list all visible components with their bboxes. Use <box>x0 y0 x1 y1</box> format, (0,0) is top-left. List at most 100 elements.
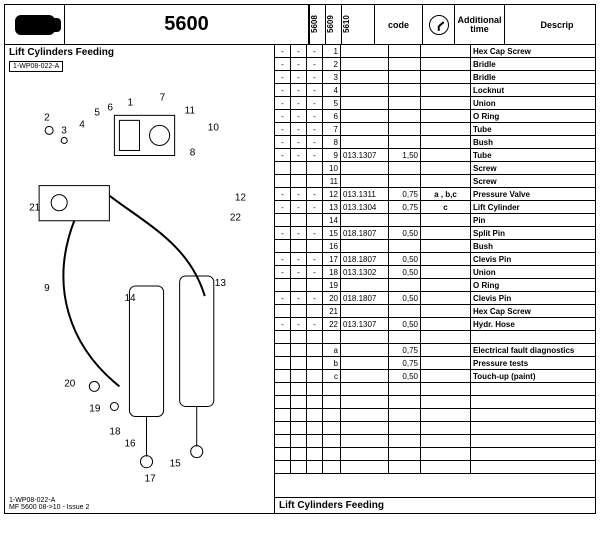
cell <box>471 422 595 434</box>
cell: 1,50 <box>389 149 421 161</box>
cell: Bridle <box>471 71 595 83</box>
cell: 2 <box>323 58 341 70</box>
table-row: ---15018.18070,50Split Pin <box>275 227 595 240</box>
svg-text:8: 8 <box>190 148 196 159</box>
body: Lift Cylinders Feeding 1-WP08-022-A <box>5 45 595 513</box>
cell: - <box>307 227 323 239</box>
cell <box>275 435 291 447</box>
cell <box>389 162 421 174</box>
cell <box>421 279 471 291</box>
table-row: c0,50Touch-up (paint) <box>275 370 595 383</box>
cell <box>307 162 323 174</box>
cell <box>421 266 471 278</box>
cell: - <box>275 188 291 200</box>
cell: Bush <box>471 240 595 252</box>
cell: Pin <box>471 214 595 226</box>
cell <box>307 396 323 408</box>
cell: 0,50 <box>389 266 421 278</box>
cell <box>291 448 307 460</box>
cell <box>341 383 389 395</box>
cell: - <box>307 97 323 109</box>
cell: 9 <box>323 149 341 161</box>
cell: Tube <box>471 123 595 135</box>
cell <box>389 435 421 447</box>
cell: - <box>291 318 307 330</box>
table-row: 16Bush <box>275 240 595 253</box>
cell <box>421 123 471 135</box>
cell <box>275 162 291 174</box>
cell <box>307 240 323 252</box>
cell: - <box>291 136 307 148</box>
cell <box>341 396 389 408</box>
table-row: 10Screw <box>275 162 595 175</box>
cell <box>341 344 389 356</box>
svg-text:7: 7 <box>160 92 166 103</box>
cell <box>307 344 323 356</box>
cell: - <box>291 97 307 109</box>
cell <box>307 305 323 317</box>
issue-text: MF 5600 08->10 - Issue 2 <box>9 504 89 511</box>
cell: Hex Cap Screw <box>471 45 595 57</box>
cell: - <box>291 201 307 213</box>
cell <box>389 396 421 408</box>
cell: Screw <box>471 175 595 187</box>
cell <box>275 357 291 369</box>
cell: Pressure tests <box>471 357 595 369</box>
cell <box>307 448 323 460</box>
cell <box>421 383 471 395</box>
cell <box>421 435 471 447</box>
svg-text:20: 20 <box>64 378 76 389</box>
cell <box>291 279 307 291</box>
issue-code: 1-WP08-022-A <box>9 497 89 504</box>
svg-text:5: 5 <box>94 107 100 118</box>
cell <box>389 45 421 57</box>
cell <box>389 71 421 83</box>
cell: - <box>275 136 291 148</box>
svg-text:16: 16 <box>124 439 136 450</box>
cell: a <box>323 344 341 356</box>
cell <box>323 383 341 395</box>
cell <box>307 409 323 421</box>
cell <box>389 279 421 291</box>
table-row <box>275 331 595 344</box>
cell: 0,75 <box>389 201 421 213</box>
cell: Tube <box>471 149 595 161</box>
cell <box>471 435 595 447</box>
cell <box>421 45 471 57</box>
cell <box>341 175 389 187</box>
cell <box>307 422 323 434</box>
cell: 0,50 <box>389 292 421 304</box>
cell <box>421 253 471 265</box>
cell <box>275 448 291 460</box>
header-title: 5600 <box>65 5 309 44</box>
cell: 013.1307 <box>341 149 389 161</box>
cell <box>341 448 389 460</box>
cell <box>275 396 291 408</box>
cell: - <box>275 318 291 330</box>
cell <box>307 279 323 291</box>
cell <box>389 123 421 135</box>
cell <box>323 422 341 434</box>
cell: - <box>307 58 323 70</box>
cell <box>471 409 595 421</box>
cell <box>291 344 307 356</box>
header-columns: 5608 5609 5610 code Additional time Desc… <box>309 5 595 44</box>
footer-title: Lift Cylinders Feeding <box>275 497 595 513</box>
cell: - <box>307 201 323 213</box>
cell <box>275 370 291 382</box>
cell: Electrical fault diagnostics <box>471 344 595 356</box>
cell: 1 <box>323 45 341 57</box>
cell: 3 <box>323 71 341 83</box>
cell <box>275 461 291 473</box>
cell <box>341 84 389 96</box>
exploded-diagram: 2 3 4 5 6 1 7 11 10 8 21 12 9 22 14 13 2 <box>9 75 270 497</box>
table-row: ---5Union <box>275 97 595 110</box>
cell <box>471 461 595 473</box>
cell <box>341 279 389 291</box>
header: 5600 5608 5609 5610 code Additional time… <box>5 5 595 45</box>
cell: Bridle <box>471 58 595 70</box>
cell: 6 <box>323 110 341 122</box>
cell <box>421 396 471 408</box>
cell: Locknut <box>471 84 595 96</box>
cell <box>291 240 307 252</box>
